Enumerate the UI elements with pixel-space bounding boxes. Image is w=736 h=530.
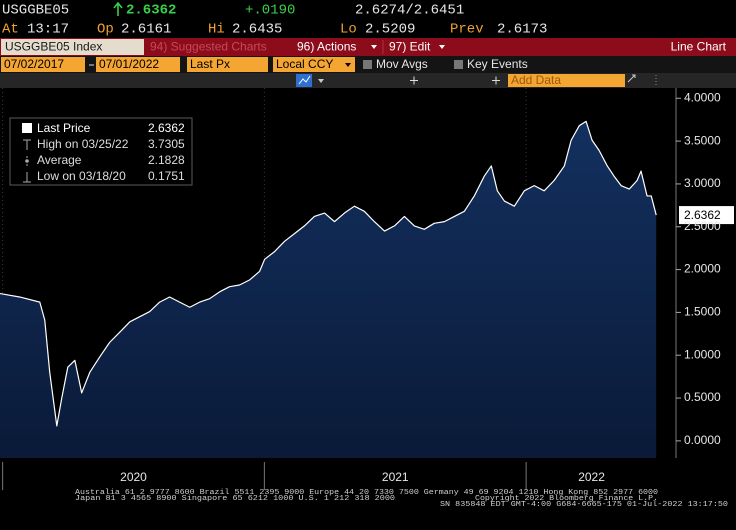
y-tick-label: 0.5000 (684, 390, 721, 404)
stat-value: 0.1751 (148, 169, 185, 183)
start-date[interactable]: 07/02/2017 (4, 57, 64, 71)
end-date[interactable]: 07/01/2022 (99, 57, 159, 71)
low-label: Lo (340, 22, 357, 38)
time-label: At (2, 22, 19, 38)
security-box[interactable] (1, 39, 144, 55)
x-tick-label: 2022 (578, 470, 605, 484)
checkbox[interactable] (454, 60, 463, 69)
stat-value: 3.7305 (148, 137, 185, 151)
footer-session: SN 835848 EDT GMT-4:00 G684-6665-175 01-… (440, 501, 728, 509)
line-tool-icon (298, 75, 311, 85)
open-label: Op (97, 22, 114, 38)
footer-contacts: Australia 61 2 9777 8600 Brazil 5511 239… (75, 489, 658, 497)
y-tick-label: 4.0000 (684, 90, 721, 104)
prev-label: Prev (450, 22, 484, 38)
y-tick-label: 3.5000 (684, 133, 721, 147)
y-tick-label: 0.0000 (684, 433, 721, 447)
suggested-charts[interactable]: 94) Suggested Charts (150, 40, 267, 54)
legend-swatch (22, 123, 32, 133)
y-tick-label: 2.0000 (684, 262, 721, 276)
dropdown-arrow (345, 63, 351, 67)
stat-label: Average (37, 153, 82, 167)
y-tick-label: 1.5000 (684, 305, 721, 319)
bid-ask: 2.6274/2.6451 (355, 3, 464, 19)
y-tick-label: 2.5000 (684, 219, 721, 233)
stat-value: 2.1828 (148, 153, 185, 167)
high-icon (23, 139, 31, 150)
end-label-box (679, 206, 734, 225)
currency[interactable]: Local CCY (276, 57, 333, 71)
edit-menu[interactable]: 97) Edit (389, 40, 431, 54)
high: 2.6435 (232, 22, 282, 38)
field[interactable]: Last Px (190, 57, 230, 71)
open: 2.6161 (121, 22, 171, 38)
add-data-box[interactable] (508, 74, 625, 87)
currency-box[interactable] (273, 57, 355, 72)
legend-label: Last Price (37, 121, 91, 135)
checkbox[interactable] (363, 60, 372, 69)
footer-contacts: Japan 81 3 4565 8900 Singapore 65 6212 1… (75, 495, 395, 503)
security[interactable]: USGGBE05 Index (5, 40, 102, 54)
series-line (0, 120, 657, 427)
expand-icon[interactable] (627, 74, 636, 83)
toolbar (0, 73, 736, 88)
net-change: +.0190 (245, 3, 295, 19)
actions-menu[interactable]: 96) Actions (297, 40, 356, 54)
end-date-box[interactable] (96, 57, 180, 72)
stat-label: High on 03/25/22 (37, 137, 129, 151)
add-tool[interactable] (410, 76, 418, 85)
low: 2.5209 (365, 22, 415, 38)
y-tick-label: 1.0000 (684, 347, 721, 361)
ticker: USGGBE05 (2, 3, 69, 19)
series-area (0, 121, 657, 459)
x-tick-label: 2020 (120, 470, 147, 484)
legend-box (9, 117, 193, 186)
start-date-box[interactable] (1, 57, 85, 72)
average-icon (25, 159, 29, 163)
mov-avgs[interactable]: Mov Avgs (376, 57, 428, 71)
dropdown-arrow (439, 45, 445, 49)
x-tick-label: 2021 (382, 470, 409, 484)
stat-label: Low on 03/18/20 (37, 169, 126, 183)
add-tool[interactable] (492, 76, 500, 85)
chart-type[interactable]: Line Chart (671, 40, 727, 54)
field-box[interactable] (187, 57, 268, 72)
prev: 2.6173 (497, 22, 547, 38)
legend-value: 2.6362 (148, 121, 185, 135)
end-label: 2.6362 (684, 208, 721, 222)
y-tick-label: 3.0000 (684, 176, 721, 190)
time: 13:17 (27, 22, 69, 38)
key-events[interactable]: Key Events (467, 57, 528, 71)
up-arrow (113, 1, 123, 16)
add-data[interactable]: Add Data (511, 73, 561, 87)
high-label: Hi (208, 22, 225, 38)
dropdown-arrow (318, 79, 324, 83)
menu-bar (0, 38, 736, 56)
copyright: Copyright 2022 Bloomberg Finance L.P. (475, 495, 658, 503)
dropdown-arrow (371, 45, 377, 49)
last-price: 2.6362 (126, 3, 176, 19)
low-icon (23, 172, 31, 183)
